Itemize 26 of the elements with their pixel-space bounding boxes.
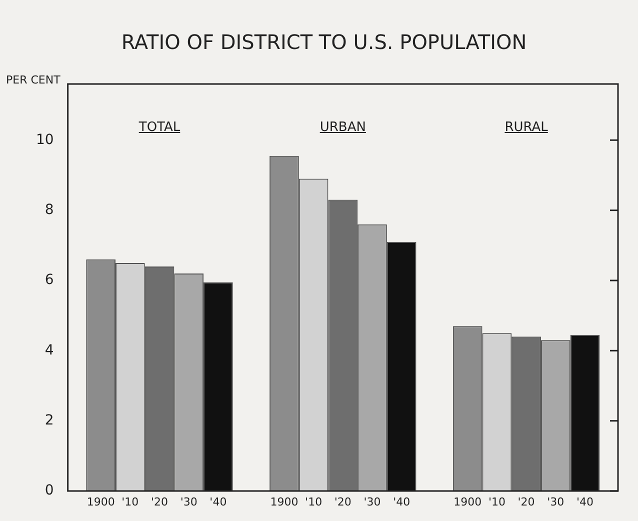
y-tick-label: 10 xyxy=(36,132,54,148)
series-label: '40 xyxy=(210,495,227,508)
y-tick-label: 6 xyxy=(44,272,54,288)
text: '30 xyxy=(547,495,564,508)
series-label: 1900 xyxy=(454,495,482,508)
text: '40 xyxy=(393,495,410,508)
x-tick-label: URBAN xyxy=(320,120,366,135)
text: 1900 xyxy=(270,495,298,508)
y-tick-label: 2 xyxy=(44,412,54,428)
chart-title: RATIO OF DISTRICT TO U.S. POPULATION xyxy=(121,30,527,54)
text: '40 xyxy=(576,495,594,508)
text: '10 xyxy=(305,495,322,508)
y-tick-label: 4 xyxy=(44,342,54,358)
text: 1900 xyxy=(86,495,115,508)
y-tick-label: 8 xyxy=(44,202,54,218)
series-label: '20 xyxy=(150,495,168,508)
y-tick-label: 0 xyxy=(44,482,54,499)
series-label: '30 xyxy=(180,495,198,508)
x-tick-label: TOTAL xyxy=(138,120,180,135)
text: '30 xyxy=(364,495,381,508)
x-tick-label: RURAL xyxy=(504,120,548,135)
y-axis-title: PER CENT xyxy=(6,73,61,86)
text: '10 xyxy=(488,495,506,508)
series-label: '10 xyxy=(122,495,139,508)
text: '20 xyxy=(334,495,352,508)
text: '20 xyxy=(518,495,535,508)
